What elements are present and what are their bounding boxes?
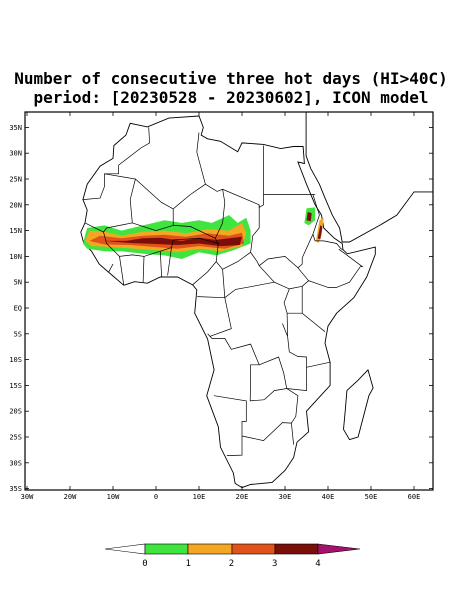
lat-label: 20N bbox=[9, 201, 22, 209]
title-line-2: period: [20230528 - 20230602], ICON mode… bbox=[34, 88, 429, 107]
lon-label: 50E bbox=[365, 493, 378, 501]
lon-label: 20W bbox=[64, 493, 77, 501]
border bbox=[222, 269, 275, 299]
lon-label: 60E bbox=[408, 493, 421, 501]
lon-label: 30E bbox=[279, 493, 292, 501]
lat-label: 25S bbox=[9, 434, 22, 442]
axis-ticks: 35N 30N 25N 20N 15N 10N 5N EQ 5S 10S 15S 20S 25S 30S 3… bbox=[9, 112, 433, 501]
lon-label: 20E bbox=[236, 493, 249, 501]
colorbar-low bbox=[104, 543, 146, 555]
lat-label: 30S bbox=[9, 459, 22, 467]
border bbox=[306, 361, 331, 368]
border bbox=[142, 256, 145, 283]
heat-area bbox=[306, 212, 312, 222]
lon-label: 40E bbox=[322, 493, 335, 501]
border bbox=[167, 247, 172, 276]
lat-label: 15S bbox=[9, 382, 22, 390]
colorbar: 0 1 2 3 4 bbox=[104, 543, 361, 569]
border bbox=[108, 263, 114, 273]
colorbar-label: 4 bbox=[315, 559, 320, 569]
border bbox=[259, 356, 288, 389]
border bbox=[159, 251, 162, 277]
border bbox=[338, 248, 346, 255]
border bbox=[264, 388, 299, 424]
colorbar-bin bbox=[274, 543, 319, 555]
colorbar-label: 3 bbox=[272, 559, 277, 569]
lat-label: 35S bbox=[9, 485, 22, 493]
border bbox=[241, 422, 294, 445]
border bbox=[214, 395, 247, 456]
border bbox=[192, 261, 217, 286]
land bbox=[80, 115, 376, 489]
colorbar-label: 1 bbox=[186, 559, 191, 569]
lat-label: 30N bbox=[9, 150, 22, 158]
map-frame bbox=[24, 111, 434, 491]
border bbox=[258, 256, 299, 269]
colorbar-bin bbox=[144, 543, 189, 555]
border bbox=[132, 178, 174, 231]
lat-label: 10S bbox=[9, 356, 22, 364]
lat-label: 25N bbox=[9, 176, 22, 184]
lat-label: 35N bbox=[9, 124, 22, 132]
border bbox=[82, 165, 119, 200]
title-line-1: Number of consecutive three hot days (HI… bbox=[14, 69, 447, 88]
colorbar-bin bbox=[187, 543, 233, 555]
border bbox=[312, 194, 344, 251]
lat-label: 5N bbox=[14, 279, 22, 287]
border bbox=[196, 132, 200, 153]
lat-label: 5S bbox=[14, 330, 22, 338]
border bbox=[297, 234, 314, 281]
border bbox=[173, 225, 216, 239]
border bbox=[250, 204, 260, 253]
colorbar-high bbox=[317, 543, 361, 555]
border bbox=[286, 336, 307, 391]
colorbar-label: 0 bbox=[142, 559, 147, 569]
lat-label: 20S bbox=[9, 408, 22, 416]
border bbox=[118, 127, 150, 166]
border bbox=[119, 256, 125, 286]
lon-label: 0 bbox=[154, 493, 158, 501]
heat-area bbox=[317, 225, 323, 240]
land bbox=[305, 112, 433, 243]
land bbox=[343, 369, 374, 441]
lat-label: 10N bbox=[9, 253, 22, 261]
lat-label: EQ bbox=[14, 305, 22, 313]
border bbox=[287, 312, 326, 332]
lon-label: 10W bbox=[107, 493, 120, 501]
border bbox=[103, 232, 219, 257]
colorbar-label: 2 bbox=[229, 559, 234, 569]
map bbox=[80, 112, 433, 489]
lon-label: 30W bbox=[21, 493, 34, 501]
border bbox=[197, 296, 225, 299]
lon-label: 10E bbox=[193, 493, 206, 501]
border bbox=[209, 297, 232, 337]
colorbar-bin bbox=[231, 543, 276, 555]
lat-label: 15N bbox=[9, 227, 22, 235]
border bbox=[172, 152, 206, 210]
